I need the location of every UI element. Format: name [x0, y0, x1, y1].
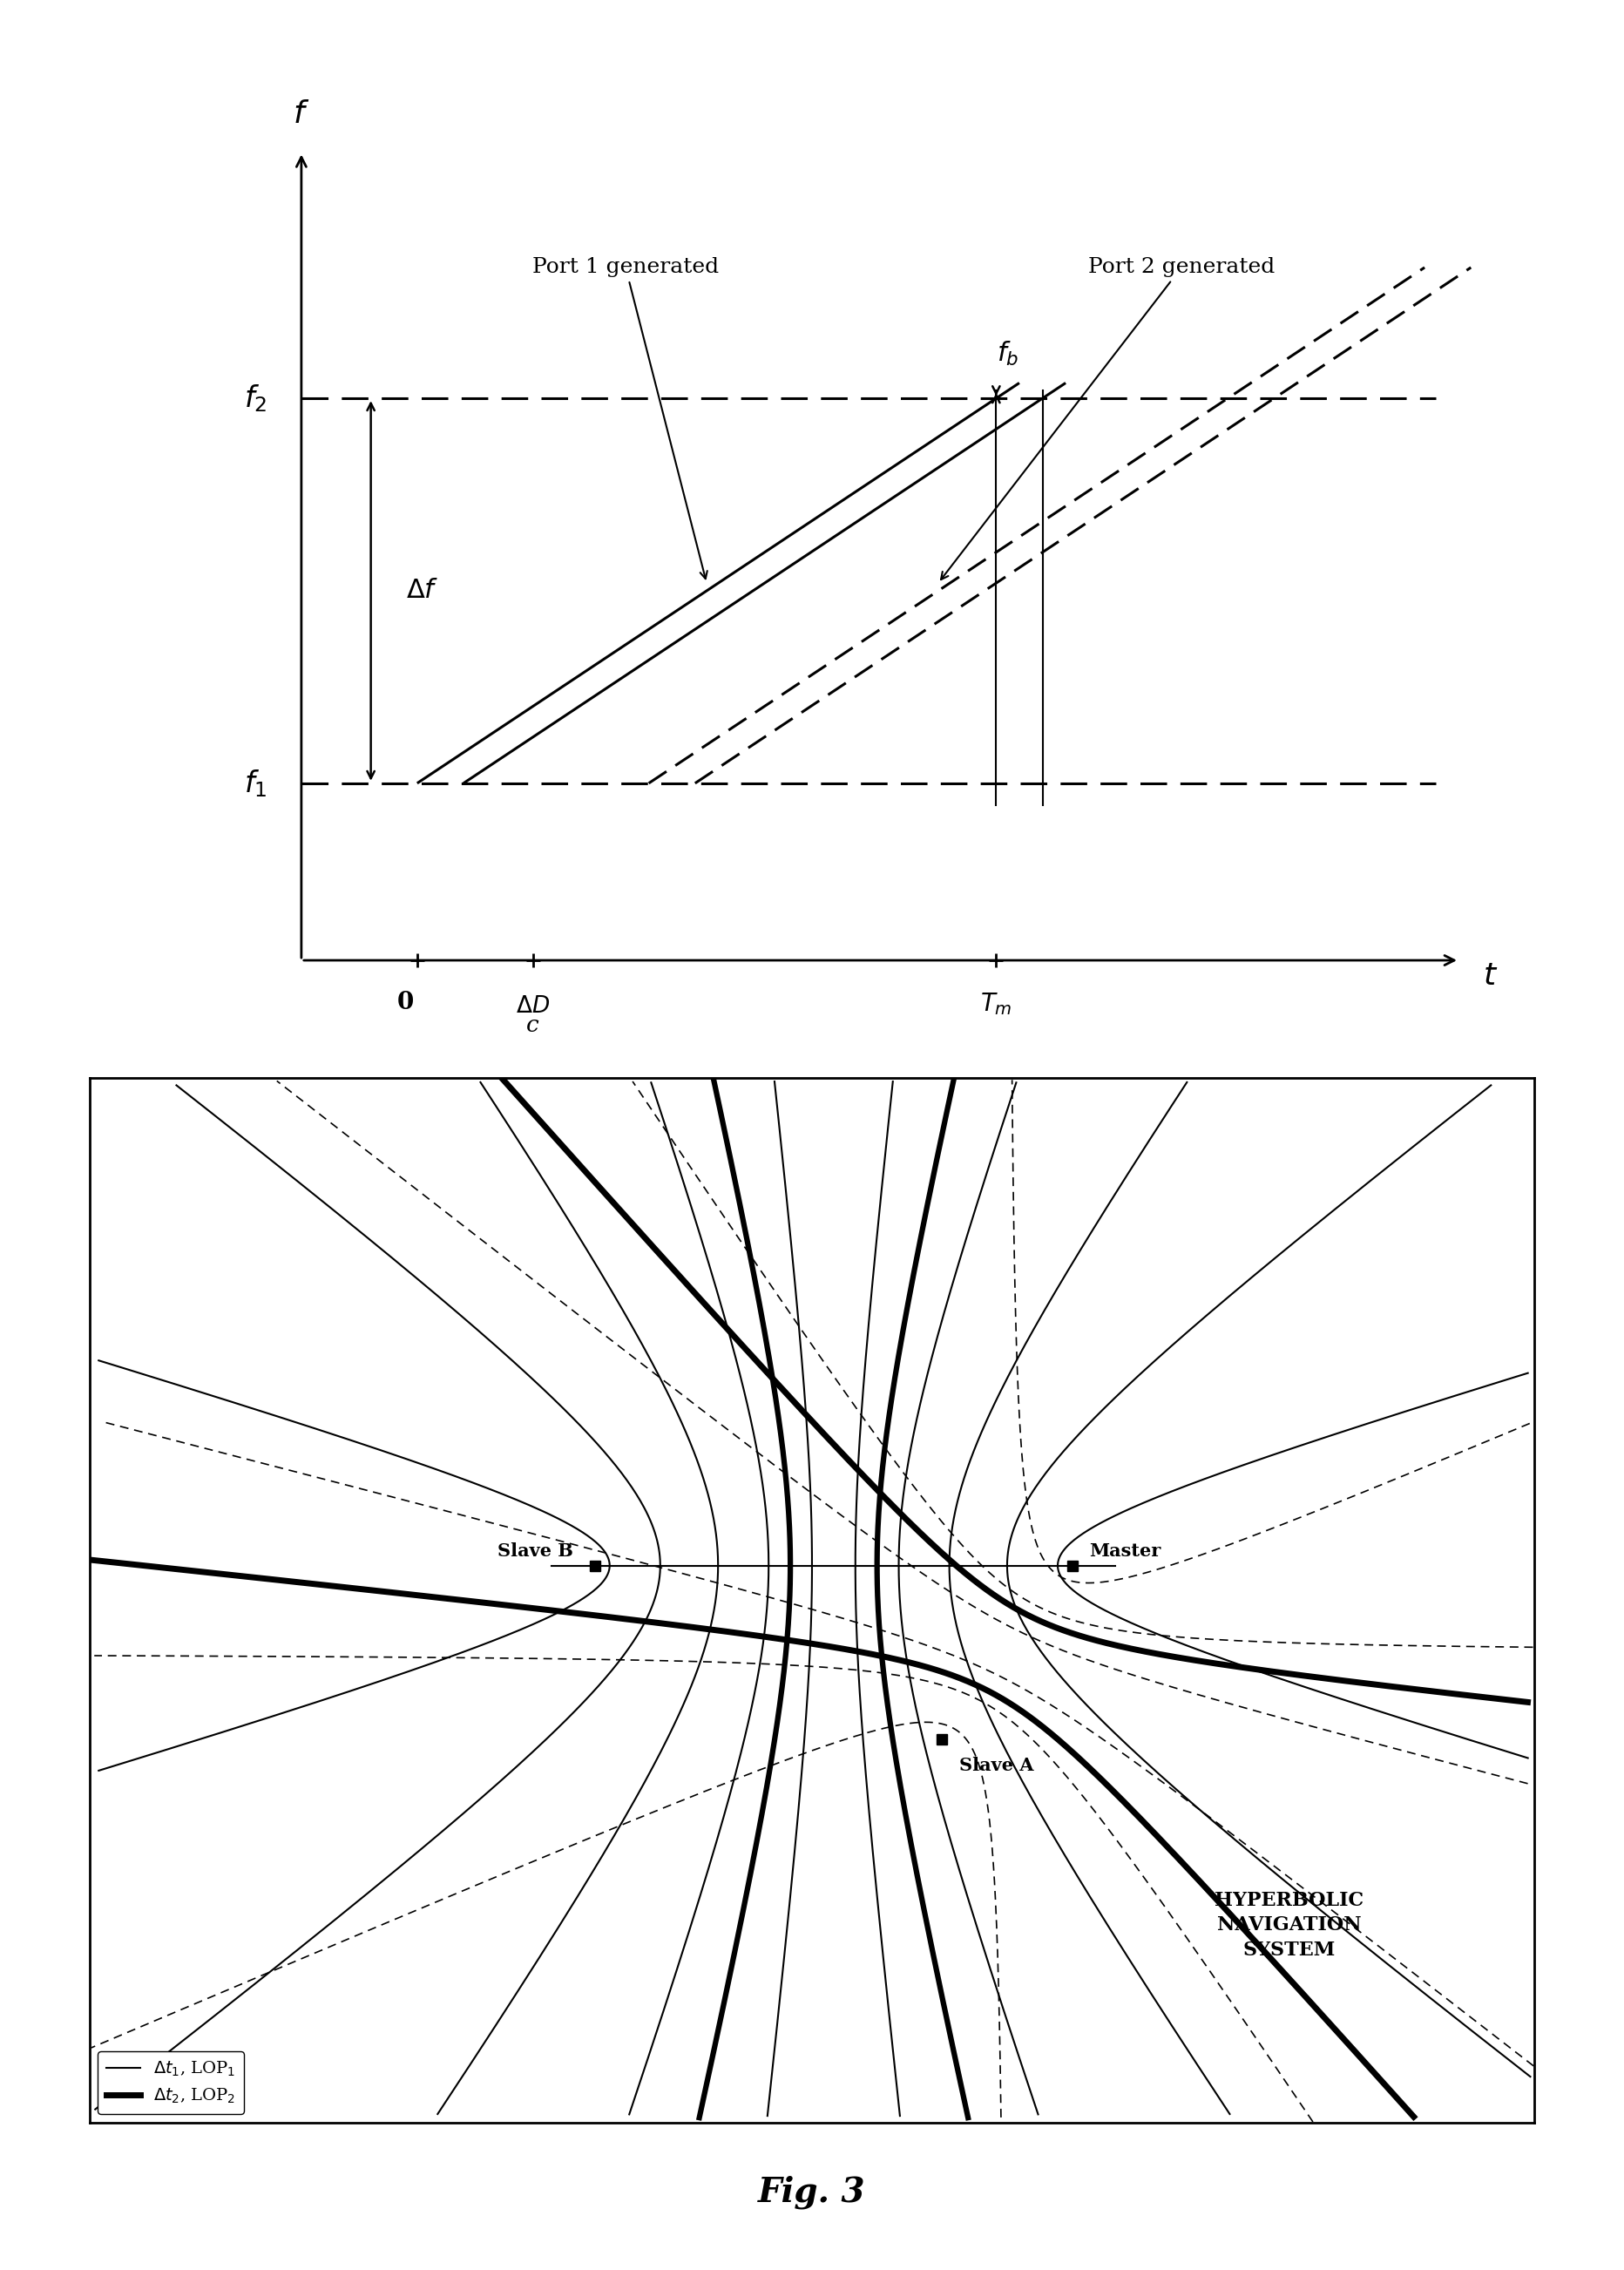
Text: $f_2$: $f_2$ [244, 384, 266, 413]
Text: c: c [526, 1015, 539, 1035]
Text: $\Delta D$: $\Delta D$ [516, 994, 551, 1017]
Legend: $\Delta t_1$, LOP$_1$, $\Delta t_2$, LOP$_2$: $\Delta t_1$, LOP$_1$, $\Delta t_2$, LOP… [97, 2052, 244, 2113]
Text: Port 1 generated: Port 1 generated [533, 257, 719, 579]
Text: $\Delta f$: $\Delta f$ [406, 577, 438, 604]
Text: $T_m$: $T_m$ [981, 992, 1012, 1017]
Text: HYPERBOLIC
NAVIGATION
SYSTEM: HYPERBOLIC NAVIGATION SYSTEM [1215, 1891, 1364, 1959]
Text: Port 2 generated: Port 2 generated [940, 257, 1275, 579]
Text: Slave A: Slave A [960, 1757, 1034, 1775]
Text: $f_1$: $f_1$ [244, 767, 266, 799]
Text: Fig. 3: Fig. 3 [758, 2175, 866, 2209]
Text: Master: Master [1090, 1541, 1161, 1559]
Text: $f$: $f$ [292, 100, 310, 129]
Text: Slave B: Slave B [499, 1541, 573, 1559]
Text: Fig. 2: Fig. 2 [934, 1087, 1043, 1121]
Text: 0: 0 [398, 992, 414, 1015]
Text: $t$: $t$ [1483, 960, 1497, 990]
Text: $f_b$: $f_b$ [997, 340, 1018, 368]
